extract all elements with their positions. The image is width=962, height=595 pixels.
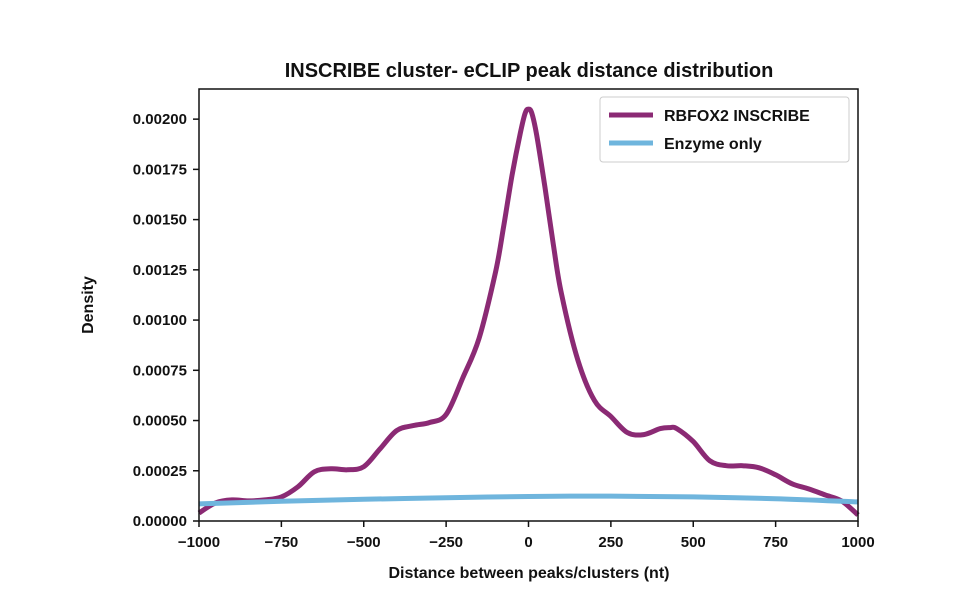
- y-axis-ticks: 0.00000 0.00025 0.00050 0.00075 0.00100 0.001…: [133, 111, 199, 530]
- x-tick-label: −500: [347, 534, 381, 551]
- chart-title: INSCRIBE cluster- eCLIP peak distance di…: [285, 60, 774, 82]
- x-tick-label: 250: [598, 534, 623, 551]
- y-tick-label: 0.00100: [133, 312, 187, 329]
- y-tick-label: 0.00175: [133, 161, 187, 178]
- y-tick-label: 0.00075: [133, 362, 187, 379]
- y-tick-label: 0.00000: [133, 513, 187, 530]
- series-line-rbfox2-inscribe: [197, 106, 860, 517]
- legend-label-rbfox2: RBFOX2 INSCRIBE: [664, 108, 810, 125]
- legend-label-enzyme: Enzyme only: [664, 136, 762, 153]
- y-tick-label: 0.00025: [133, 463, 187, 480]
- x-tick-label: 1000: [841, 534, 874, 551]
- series-line-enzyme-only: [198, 493, 859, 507]
- x-tick-label: −1000: [178, 534, 220, 551]
- x-tick-label: −750: [264, 534, 298, 551]
- legend-box: [599, 96, 850, 163]
- x-tick-label: −250: [429, 534, 463, 551]
- x-tick-label: 500: [681, 534, 706, 551]
- y-tick-label: 0.00200: [133, 111, 187, 128]
- y-tick-label: 0.00150: [133, 212, 187, 229]
- x-axis-label: Distance between peaks/clusters (nt): [389, 565, 670, 582]
- x-tick-label: 750: [763, 534, 788, 551]
- y-tick-label: 0.00050: [133, 413, 187, 430]
- legend: RBFOX2 INSCRIBE Enzyme only: [599, 96, 850, 163]
- plot-lines: [197, 106, 860, 517]
- y-tick-label: 0.00125: [133, 262, 187, 279]
- x-axis-ticks: −1000 −750 −500 −250 0 250 500 750 1000: [178, 521, 875, 551]
- x-tick-label: 0: [524, 534, 532, 551]
- y-axis-label: Density: [80, 276, 97, 334]
